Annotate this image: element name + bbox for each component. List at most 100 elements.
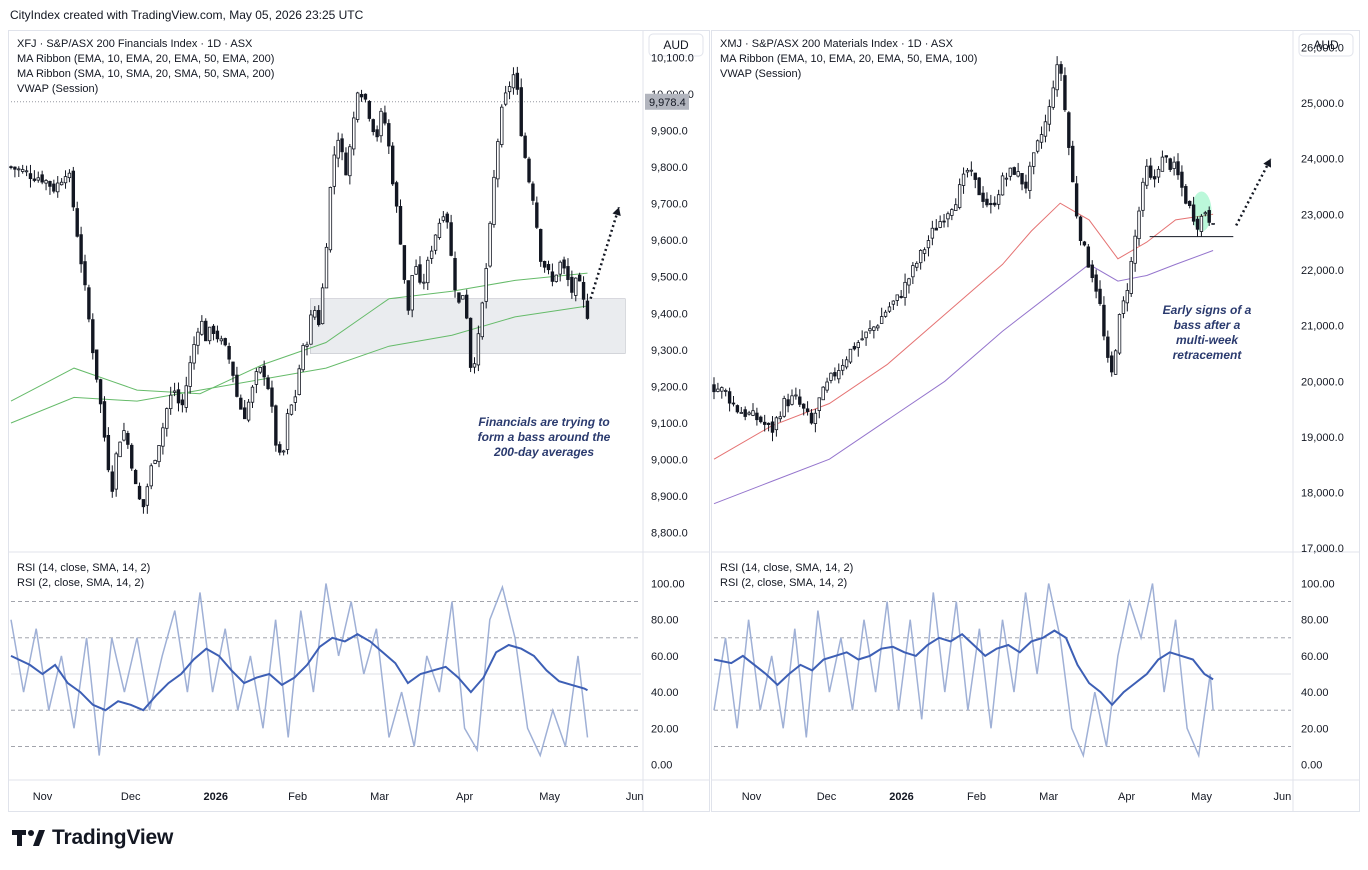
materials-candle [907, 277, 911, 294]
financials-candle-body [465, 294, 469, 319]
materials-candle-body [1203, 212, 1208, 215]
financials-candle-body [250, 386, 255, 403]
materials-candle-body [1086, 246, 1091, 268]
financials-candle [546, 260, 551, 275]
materials-annotation: Early signs of a bass after a multi-week… [1142, 303, 1272, 363]
financials-candle-body [359, 94, 364, 98]
financials-candle-body [367, 100, 372, 119]
materials-candle [930, 220, 935, 246]
financials-candle [577, 272, 582, 282]
materials-candle [1086, 243, 1091, 268]
materials-candle [1094, 269, 1098, 299]
materials-candle-body [1160, 156, 1165, 172]
financials-price-tick-label: 9,500.0 [651, 272, 688, 284]
financials-candle [91, 313, 95, 360]
materials-candle [911, 262, 915, 285]
financials-candle [496, 138, 500, 188]
materials-candle-body [1035, 140, 1040, 152]
financials-candle [437, 218, 442, 240]
financials-candle-body [496, 141, 500, 180]
materials-candle-body [918, 250, 923, 264]
financials-candle [106, 427, 111, 473]
materials-candle-body [790, 395, 794, 405]
materials-candle [876, 324, 880, 331]
financials-candle [270, 380, 274, 413]
financials-candle [503, 85, 508, 107]
financials-candle-body [79, 234, 83, 265]
financials-candle-body [570, 276, 574, 293]
financials-candle [133, 468, 138, 485]
materials-candle-body [969, 169, 974, 172]
financials-chart-svg[interactable]: AUD 8,800.0 8,900.0 9,000.0 9,100.0 9,200.0 9,… [9, 31, 709, 811]
financials-candle [145, 483, 150, 514]
financials-candle-body [348, 146, 352, 177]
materials-candle [1012, 166, 1016, 176]
financials-candle [348, 143, 352, 185]
financials-candle [266, 374, 270, 391]
materials-candle-body [1145, 165, 1149, 186]
materials-candle [1063, 67, 1067, 112]
financials-candle [500, 104, 504, 148]
financials-price-tick-label: 8,800.0 [651, 528, 688, 540]
materials-candle [1059, 61, 1063, 81]
materials-candle [852, 342, 857, 351]
materials-candle [1035, 139, 1040, 154]
materials-price-tick-label: 18,000.0 [1301, 488, 1344, 500]
materials-candle-body [731, 402, 736, 405]
financials-price-tick-label: 9,000.0 [651, 455, 688, 467]
materials-candle-body [1074, 183, 1079, 217]
financials-candle [355, 91, 360, 123]
financials-candle-body [118, 441, 122, 458]
financials-candle-body [546, 264, 551, 271]
financials-candle [468, 317, 473, 373]
materials-candle-body [1125, 290, 1130, 304]
materials-candle-body [801, 403, 806, 409]
financials-candle [75, 201, 79, 238]
financials-rsi-tick-label: 100.00 [651, 578, 685, 590]
financials-candle [207, 326, 212, 345]
materials-chart-svg[interactable]: AUD 17,000.0 18,000.0 19,000.0 20,000.0 21,00… [712, 31, 1359, 811]
materials-price-tick-label: 26,000.0 [1301, 42, 1344, 54]
materials-candle-body [1106, 336, 1110, 358]
financials-candle [527, 156, 531, 184]
financials-time-tick-label: Dec [121, 791, 141, 803]
financials-currency-label: AUD [663, 38, 689, 52]
materials-candle [1117, 313, 1122, 355]
materials-candle [1172, 156, 1176, 176]
materials-candle-body [1094, 274, 1098, 292]
financials-candle-body [297, 368, 301, 396]
materials-candle-body [723, 390, 728, 392]
financials-rsi-tick-label: 0.00 [651, 760, 672, 772]
materials-arrow-head [1263, 158, 1272, 168]
tradingview-logo-icon [12, 830, 45, 846]
financials-time-tick-label: Apr [456, 791, 473, 803]
financials-candle-body [387, 123, 391, 147]
financials-candle-body [153, 460, 157, 464]
financials-candle-body [204, 320, 208, 342]
materials-candle-body [840, 364, 845, 371]
materials-candle-body [1016, 171, 1020, 177]
materials-candle-body [1000, 175, 1005, 196]
financials-time-tick-label: Jun [626, 791, 644, 803]
materials-candle-body [876, 325, 880, 329]
materials-time-tick-label: Nov [742, 791, 762, 803]
financials-time-tick-label: Mar [370, 791, 389, 803]
financials-candle-body [355, 92, 360, 120]
materials-candle [1191, 196, 1196, 226]
materials-candle [985, 192, 989, 208]
financials-candle [56, 176, 60, 198]
financials-candle [519, 78, 523, 137]
chart-panel-financials[interactable]: AUD 8,800.0 8,900.0 9,000.0 9,100.0 9,200.0 9,… [8, 30, 710, 812]
chart-panel-materials[interactable]: AUD 17,000.0 18,000.0 19,000.0 20,000.0 21,00… [711, 30, 1360, 812]
financials-candle-body [515, 72, 520, 90]
financials-candle-body [289, 404, 294, 415]
financials-candle [9, 165, 13, 170]
financials-candle-body [52, 183, 56, 192]
tradingview-logo[interactable]: TradingView [12, 826, 173, 850]
financials-candle [324, 243, 329, 289]
financials-candle [87, 284, 91, 323]
materials-candle-body [1032, 152, 1036, 167]
financials-candle [153, 459, 157, 465]
financials-candle-body [410, 275, 414, 311]
materials-candle-body [1180, 171, 1184, 188]
